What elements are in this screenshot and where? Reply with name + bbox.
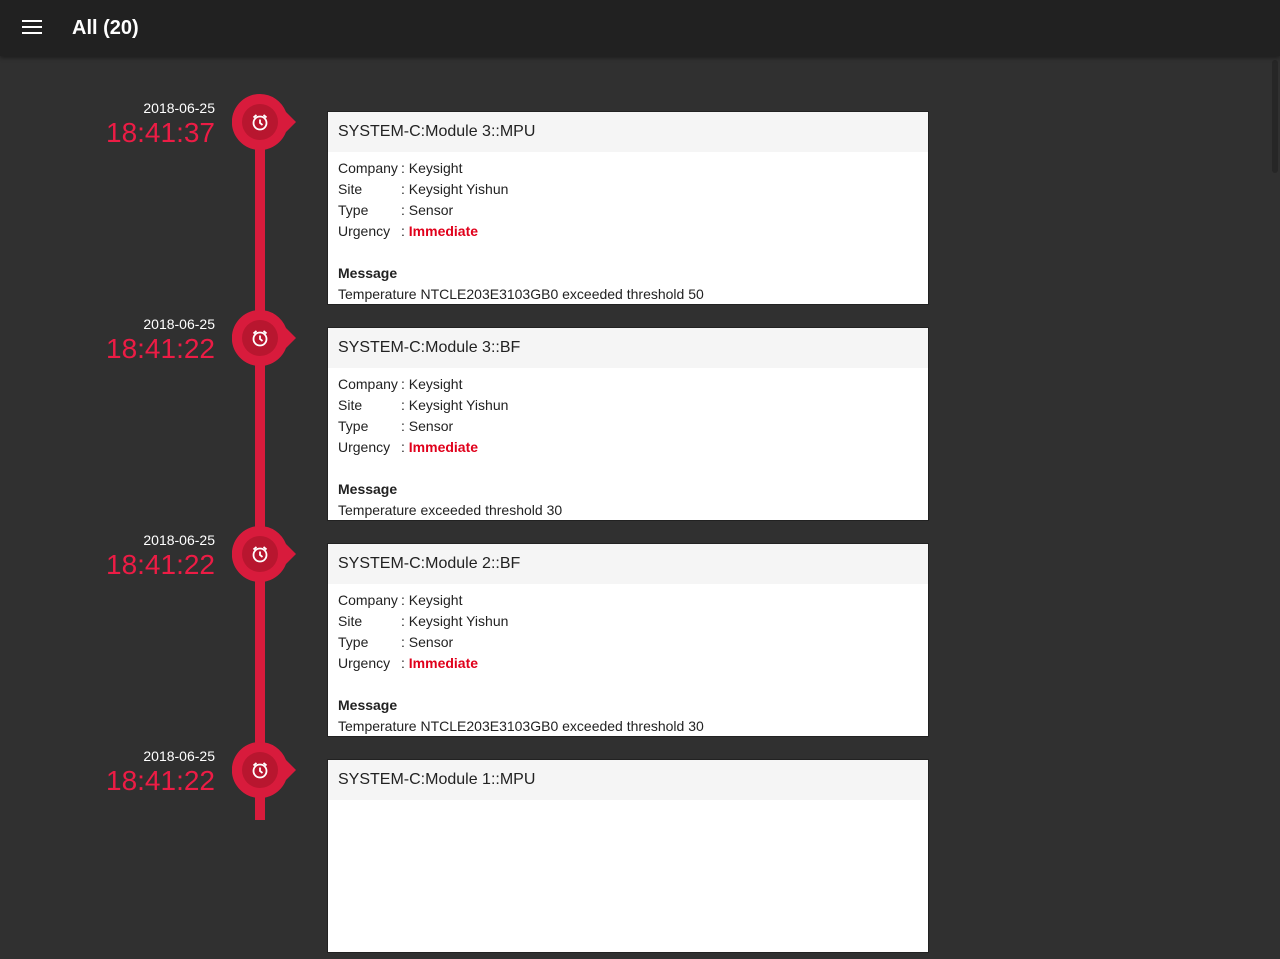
page-title: All (20) <box>72 17 139 39</box>
alarm-clock-icon <box>232 94 296 150</box>
entry-date: 2018-06-25 <box>143 100 215 116</box>
message-label: Message <box>338 481 398 497</box>
sep: : <box>401 592 409 608</box>
site-label: Site <box>338 181 363 197</box>
app-bar: All (20) <box>0 0 1280 56</box>
message-label: Message <box>338 697 398 713</box>
type-label: Type <box>338 634 369 650</box>
site-label: Site <box>338 613 363 629</box>
company-value: Keysight <box>408 376 463 392</box>
site-label: Site <box>338 397 363 413</box>
sep: : <box>401 376 409 392</box>
timeline-entry: 2018-06-25 18:41:22 SYSTEM-C:Module 1::M… <box>0 742 1000 959</box>
alarm-clock-icon <box>232 310 296 366</box>
card-title: SYSTEM-C:Module 3::MPU <box>328 112 928 152</box>
timeline-line <box>255 120 265 820</box>
company-label: Company <box>338 376 398 392</box>
entry-date: 2018-06-25 <box>143 316 215 332</box>
sep: : <box>401 634 409 650</box>
sep: : <box>401 181 409 197</box>
type-value: Sensor <box>408 634 454 650</box>
sep: : <box>401 418 409 434</box>
company-label: Company <box>338 592 398 608</box>
entry-time: 18:41:22 <box>106 549 215 580</box>
type-label: Type <box>338 202 369 218</box>
hamburger-icon[interactable] <box>22 20 42 36</box>
alarm-clock-icon <box>232 742 296 798</box>
card-title: SYSTEM-C:Module 2::BF <box>328 544 928 584</box>
entry-time: 18:41:22 <box>106 765 215 796</box>
card-title: SYSTEM-C:Module 3::BF <box>328 328 928 368</box>
message-text: Temperature NTCLE203E3103GB0 exceeded th… <box>338 718 704 734</box>
urgency-label: Urgency <box>338 223 391 239</box>
message-label: Message <box>338 265 398 281</box>
urgency-label: Urgency <box>338 439 391 455</box>
site-value: Keysight Yishun <box>408 181 509 197</box>
scrollbar[interactable] <box>1272 60 1278 173</box>
type-value: Sensor <box>408 418 454 434</box>
company-value: Keysight <box>408 592 463 608</box>
entry-time: 18:41:37 <box>106 117 215 148</box>
card-title: SYSTEM-C:Module 1::MPU <box>328 760 928 800</box>
urgency-label: Urgency <box>338 655 391 671</box>
site-value: Keysight Yishun <box>408 613 509 629</box>
sep: : <box>401 655 409 671</box>
sep: : <box>401 613 409 629</box>
timeline-entry: 2018-06-25 18:41:22 SYSTEM-C:Module 2::B… <box>0 526 1000 743</box>
timeline-entry: 2018-06-25 18:41:37 SYSTEM-C:Module 3::M… <box>0 94 1000 311</box>
site-value: Keysight Yishun <box>408 397 509 413</box>
message-text: Temperature exceeded threshold 30 <box>338 502 563 518</box>
sep: : <box>401 160 409 176</box>
type-label: Type <box>338 418 369 434</box>
urgency-value: Immediate <box>408 223 479 239</box>
sep: : <box>401 397 409 413</box>
urgency-value: Immediate <box>408 655 479 671</box>
entry-date: 2018-06-25 <box>143 532 215 548</box>
entry-time: 18:41:22 <box>106 333 215 364</box>
sep: : <box>401 223 409 239</box>
alert-card[interactable]: SYSTEM-C:Module 3::MPU Company: Keysight… <box>327 111 929 305</box>
urgency-value: Immediate <box>408 439 479 455</box>
alarm-clock-icon <box>232 526 296 582</box>
sep: : <box>401 439 409 455</box>
company-label: Company <box>338 160 398 176</box>
sep: : <box>401 202 409 218</box>
alert-card[interactable]: SYSTEM-C:Module 3::BF Company: Keysight … <box>327 327 929 521</box>
entry-date: 2018-06-25 <box>143 748 215 764</box>
type-value: Sensor <box>408 202 454 218</box>
alert-card[interactable]: SYSTEM-C:Module 2::BF Company: Keysight … <box>327 543 929 737</box>
timeline-entry: 2018-06-25 18:41:22 SYSTEM-C:Module 3::B… <box>0 310 1000 527</box>
company-value: Keysight <box>408 160 463 176</box>
message-text: Temperature NTCLE203E3103GB0 exceeded th… <box>338 286 704 302</box>
alert-card[interactable]: SYSTEM-C:Module 1::MPU <box>327 759 929 953</box>
